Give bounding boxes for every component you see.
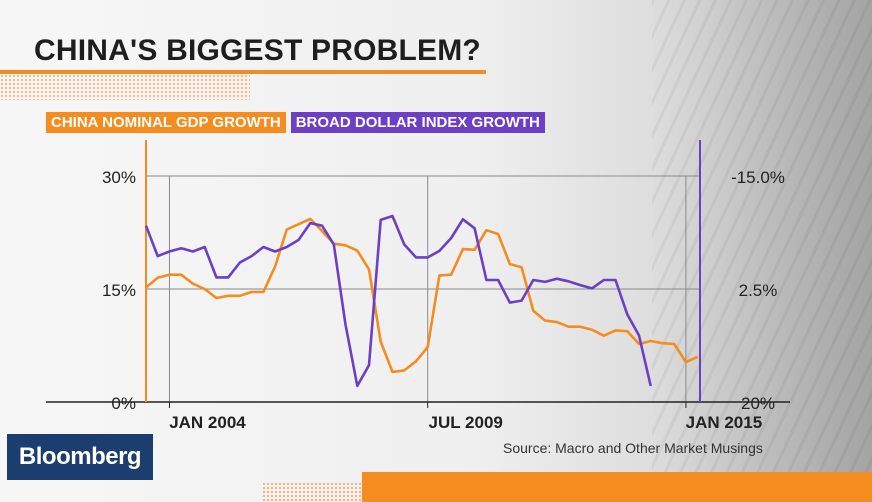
left-tick-label: 0% — [111, 394, 136, 413]
right-tick-label: 2.5% — [739, 281, 778, 300]
axes — [46, 140, 790, 408]
x-tick-label: JAN 2004 — [169, 413, 246, 432]
title-dot-pattern — [0, 74, 250, 100]
bottom-dot-pattern — [262, 482, 362, 502]
source-note: Source: Macro and Other Market Musings — [503, 440, 763, 456]
gridlines — [146, 175, 700, 402]
left-tick-label: 15% — [102, 281, 136, 300]
x-tick-label: JUL 2009 — [429, 413, 503, 432]
tick-labels: 0% 15% 30% 20% 2.5% -15.0% JAN 2004 JUL 2009 JAN… — [102, 168, 785, 432]
page-title: CHINA'S BIGGEST PROBLEM? — [34, 34, 481, 67]
background-building — [652, 0, 872, 502]
chart-legend: CHINA NOMINAL GDP GROWTH BROAD DOLLAR IN… — [46, 112, 545, 133]
right-tick-label: -15.0% — [731, 168, 785, 187]
legend-dollar-index: BROAD DOLLAR INDEX GROWTH — [290, 112, 545, 133]
series-lines — [144, 214, 699, 388]
legend-china-gdp: CHINA NOMINAL GDP GROWTH — [46, 112, 286, 133]
left-tick-label: 30% — [102, 168, 136, 187]
title-underline — [0, 70, 486, 74]
bloomberg-logo: Bloomberg — [7, 434, 153, 480]
series-line-dollar-index — [144, 214, 652, 388]
series-line-china-gdp — [145, 217, 699, 374]
x-tick-label: JAN 2015 — [686, 413, 763, 432]
bottom-accent-bar — [362, 472, 872, 502]
right-tick-label: 20% — [741, 394, 775, 413]
